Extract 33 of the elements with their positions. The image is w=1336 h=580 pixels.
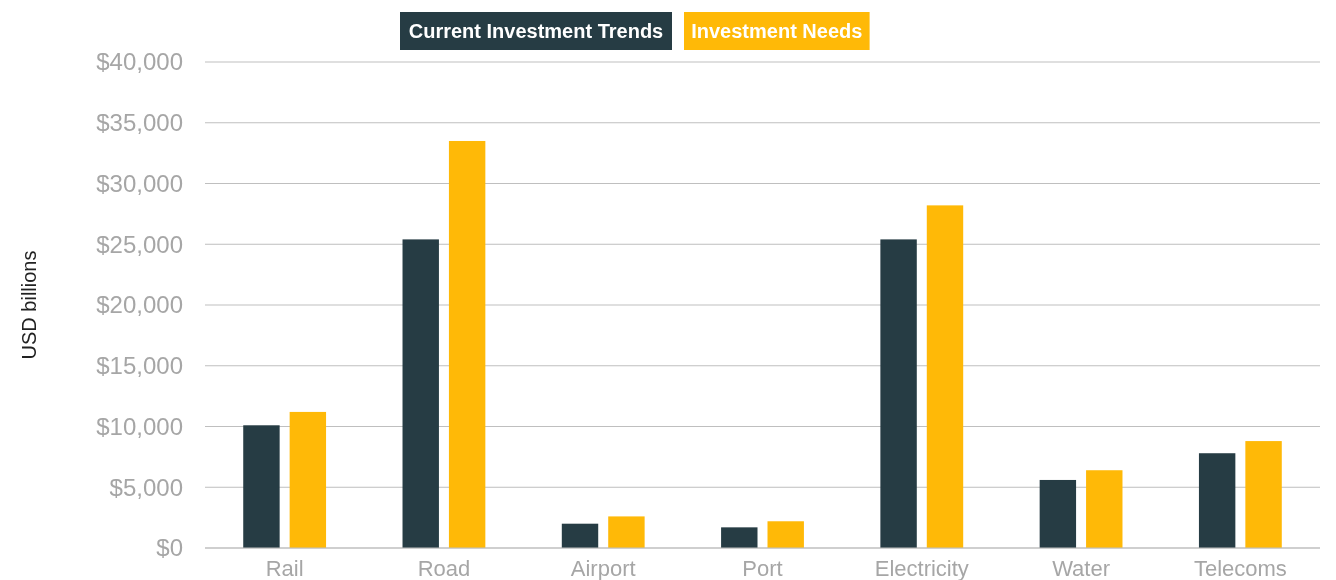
text: Current Investment Trends xyxy=(408,20,664,42)
x-tick-label: Road xyxy=(417,556,471,580)
bar xyxy=(448,140,486,548)
bar xyxy=(243,425,280,548)
y-axis-title: USD billions xyxy=(18,250,40,360)
bar xyxy=(1198,453,1236,548)
bar xyxy=(1039,479,1077,548)
bar xyxy=(1245,441,1282,548)
x-tick-label: Port xyxy=(742,556,783,580)
y-tick-label: $5,000 xyxy=(109,473,183,501)
y-tick-label: $10,000 xyxy=(96,412,183,440)
bar xyxy=(608,516,645,548)
x-tick-label: Water xyxy=(1052,556,1110,580)
x-tick-label: Telecoms xyxy=(1193,556,1287,580)
bar xyxy=(1086,470,1123,548)
bar xyxy=(767,521,804,548)
y-tick-label: $0 xyxy=(156,534,183,562)
x-tick-label: Airport xyxy=(570,556,636,580)
y-tick-label: $35,000 xyxy=(96,109,183,137)
y-tick-label: $15,000 xyxy=(96,352,183,380)
y-tick-label: $25,000 xyxy=(96,230,183,258)
y-tick-label: $30,000 xyxy=(96,169,183,197)
bar xyxy=(721,527,758,548)
y-tick-label: $40,000 xyxy=(96,48,183,76)
text: Investment Needs xyxy=(691,20,863,42)
bar xyxy=(402,239,439,548)
bar xyxy=(926,205,964,548)
bar xyxy=(289,411,327,548)
x-tick-label: Electricity xyxy=(874,556,969,580)
bar xyxy=(561,523,599,548)
bar xyxy=(880,239,917,548)
x-tick-label: Rail xyxy=(265,556,304,580)
y-tick-label: $20,000 xyxy=(96,291,183,319)
